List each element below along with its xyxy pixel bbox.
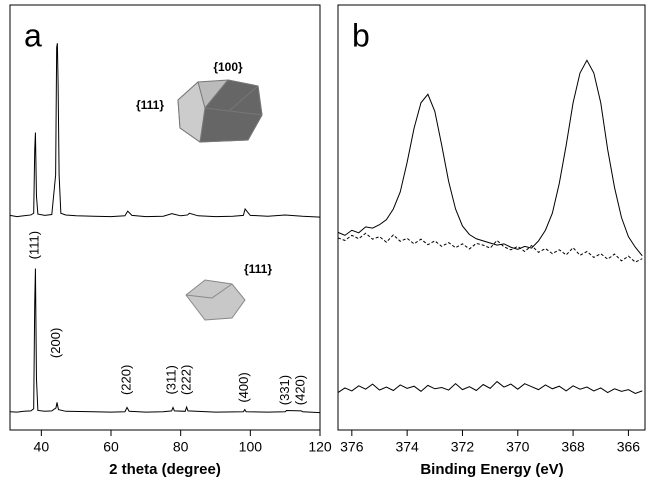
icosahedron <box>185 279 246 321</box>
panel-letter: a <box>24 17 42 53</box>
spectrum-line <box>337 59 643 257</box>
x-tick-label: 366 <box>617 439 641 455</box>
inset-label: {100} <box>213 60 243 74</box>
peak-label: (111) <box>27 231 42 259</box>
cuboctahedron <box>177 79 263 143</box>
peak-label: (220) <box>118 365 133 395</box>
spectrum-line <box>9 43 321 218</box>
peak-label: (200) <box>48 328 63 358</box>
peak-label: (331) <box>277 375 292 405</box>
x-axis-title: 2 theta (degree) <box>109 461 221 478</box>
x-tick-label: 376 <box>340 439 364 455</box>
x-tick-label: 100 <box>239 439 263 455</box>
x-axis-title: Binding Energy (eV) <box>420 461 563 478</box>
inset-label: {111} <box>244 262 272 276</box>
x-tick-label: 370 <box>506 439 530 455</box>
panel-a-frame <box>9 4 321 431</box>
x-tick-label: 368 <box>561 439 585 455</box>
panel-b-frame <box>337 4 646 431</box>
x-tick-label: 120 <box>308 439 332 455</box>
x-tick-label: 80 <box>173 439 189 455</box>
peak-label: (222) <box>179 365 194 395</box>
spectrum-line <box>337 380 643 394</box>
peak-label: (420) <box>292 375 307 405</box>
spectrum-line <box>337 232 643 263</box>
peak-label: (311) <box>164 365 179 394</box>
peak-label: (400) <box>236 372 251 402</box>
x-tick-label: 372 <box>451 439 475 455</box>
panel-letter: b <box>352 17 370 53</box>
inset-label: {111} <box>136 98 164 112</box>
x-tick-label: 374 <box>395 439 419 455</box>
x-tick-label: 40 <box>34 439 50 455</box>
spectrum-line <box>9 268 321 414</box>
x-tick-label: 60 <box>103 439 119 455</box>
